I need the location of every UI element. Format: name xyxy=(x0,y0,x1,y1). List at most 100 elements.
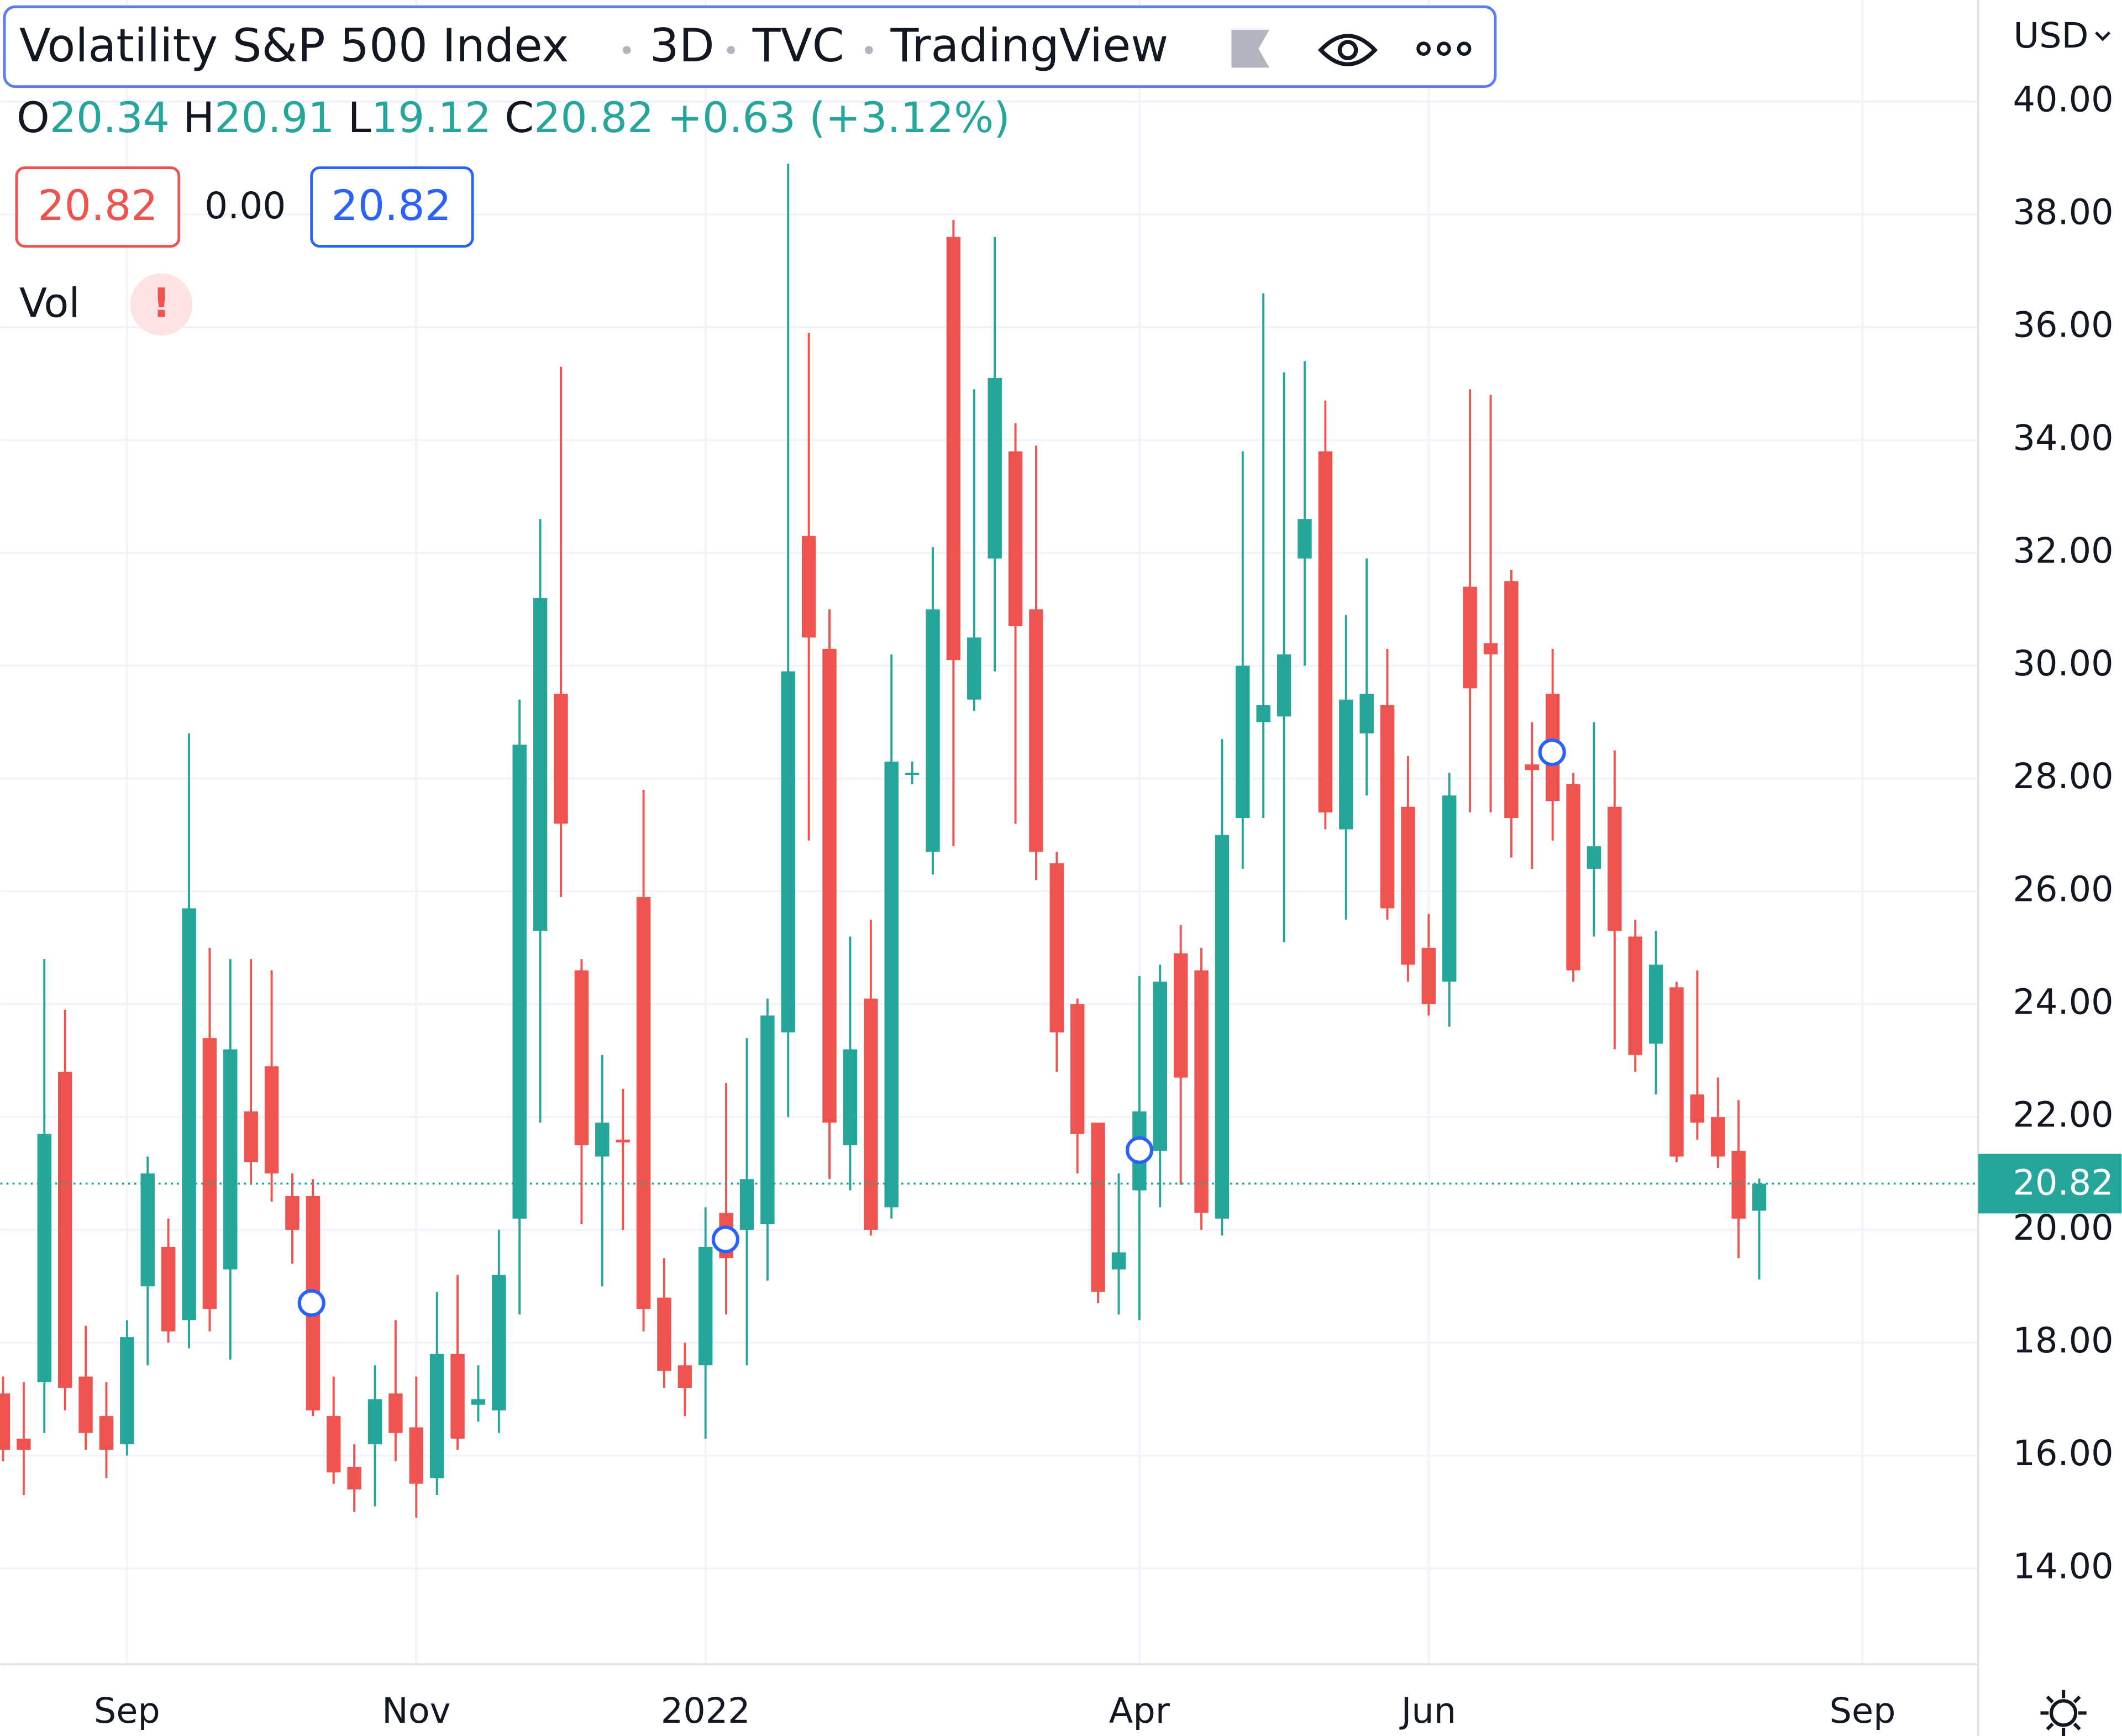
spread: 0.00 xyxy=(204,185,286,227)
y-tick-label: 18.00 xyxy=(2013,1320,2113,1361)
buy-price: 20.82 xyxy=(332,181,451,230)
candle-body xyxy=(1359,694,1374,733)
symbol-box[interactable] xyxy=(3,5,1497,88)
last-price-label: 20.82 xyxy=(2013,1163,2113,1204)
candle-body xyxy=(698,1246,713,1366)
candle-body xyxy=(554,694,568,824)
last-price-badge xyxy=(1978,1153,2122,1214)
candle-body xyxy=(1731,1151,1746,1219)
candle-body xyxy=(1566,784,1580,971)
currency-caret[interactable] xyxy=(2095,32,2111,41)
currency[interactable]: USD xyxy=(2014,15,2089,56)
buy-box[interactable] xyxy=(310,166,474,248)
candle-body xyxy=(905,773,920,775)
candle-body xyxy=(574,970,589,1146)
candle-body xyxy=(1194,970,1209,1213)
candle-body xyxy=(512,744,527,1219)
y-tick-label: 38.00 xyxy=(2013,192,2113,233)
exchange: TVC xyxy=(752,19,844,72)
legend-value: 20.91 xyxy=(214,93,334,142)
more-icon[interactable] xyxy=(1416,41,1472,56)
y-tick-label: 24.00 xyxy=(2013,982,2113,1023)
event-marker[interactable] xyxy=(711,1225,739,1254)
legend-value: 20.82 xyxy=(534,93,654,142)
x-tick-label: Sep xyxy=(94,1691,160,1732)
candle-body xyxy=(822,648,837,1123)
candle-body xyxy=(161,1246,176,1331)
candle-body xyxy=(244,1111,258,1162)
candle-body xyxy=(57,1072,72,1388)
candle-body xyxy=(1711,1117,1725,1157)
candle-body xyxy=(801,536,816,638)
ohlc-legend: O20.34 H20.91 L19.12 C20.82 +0.63 (+3.12… xyxy=(17,93,1010,142)
candle-body xyxy=(37,1134,51,1382)
candle-body xyxy=(1111,1252,1126,1270)
y-tick-label: 22.00 xyxy=(2013,1095,2113,1136)
volume-label: Vol xyxy=(19,280,80,327)
candle-body xyxy=(1587,846,1601,869)
candle-body xyxy=(1648,964,1663,1044)
x-tick-label: Apr xyxy=(1109,1691,1170,1732)
candle-body xyxy=(1318,451,1333,812)
candle-body xyxy=(1504,581,1519,819)
event-marker[interactable] xyxy=(1538,738,1566,767)
y-tick-label: 32.00 xyxy=(2013,531,2113,571)
candle-body xyxy=(264,1066,279,1174)
candle-body xyxy=(1008,451,1023,627)
y-tick-label: 28.00 xyxy=(2013,756,2113,797)
candle-body xyxy=(182,908,196,1320)
candle-body xyxy=(0,1393,10,1450)
event-marker[interactable] xyxy=(1125,1136,1154,1165)
candle-body xyxy=(843,1049,858,1146)
candle-body xyxy=(1442,795,1457,982)
candle-body xyxy=(471,1399,486,1405)
candle-body xyxy=(864,998,878,1230)
legend-label: L xyxy=(348,93,371,142)
candle-body xyxy=(1256,705,1270,722)
flag-icon[interactable] xyxy=(1231,29,1270,68)
plot xyxy=(0,164,1978,1518)
candle-body xyxy=(988,377,1002,559)
x-tick-label: Nov xyxy=(382,1691,450,1732)
candle-body xyxy=(967,637,981,700)
candle-body xyxy=(492,1275,506,1410)
candle-body xyxy=(781,671,795,1032)
settings-icon[interactable] xyxy=(2040,1690,2087,1736)
candle-body xyxy=(1277,654,1291,717)
separator xyxy=(727,46,735,54)
candle-body xyxy=(1690,1094,1705,1123)
candle-body xyxy=(1669,987,1684,1157)
candle-body xyxy=(327,1416,341,1473)
candle-body xyxy=(1173,953,1188,1078)
warning-mark: ! xyxy=(152,280,171,327)
legend-change: +0.63 (+3.12%) xyxy=(667,93,1010,142)
symbol-title: Volatility S&P 500 Index xyxy=(19,19,569,72)
eye-icon[interactable] xyxy=(1317,34,1378,66)
candle-body xyxy=(1091,1123,1105,1292)
sell-box[interactable] xyxy=(15,166,181,248)
candle-body xyxy=(1483,643,1498,655)
candle-body xyxy=(739,1179,754,1230)
y-tick-label: 14.00 xyxy=(2013,1546,2113,1587)
candle-body xyxy=(285,1196,300,1230)
candle-body xyxy=(1153,982,1167,1151)
y-tick-label: 26.00 xyxy=(2013,869,2113,910)
candle-body xyxy=(1215,835,1230,1219)
candle-body xyxy=(140,1173,155,1287)
candle-body xyxy=(1401,806,1415,965)
event-marker[interactable] xyxy=(297,1289,325,1317)
symbol-header[interactable]: Volatility S&P 500 Index 3D TVC TradingV… xyxy=(3,5,1497,88)
volume-warning[interactable] xyxy=(130,273,193,336)
candle-body xyxy=(202,1038,217,1309)
legend-label: H xyxy=(183,93,214,142)
candle-body xyxy=(1628,936,1642,1055)
separator xyxy=(622,46,631,54)
candle-body xyxy=(1380,705,1395,909)
x-tick-label: Jun xyxy=(1399,1691,1456,1732)
y-tick-label: 36.00 xyxy=(2013,305,2113,346)
candle-body xyxy=(1070,1004,1085,1134)
candle-body xyxy=(1608,806,1622,931)
candle-body xyxy=(429,1354,444,1478)
legend-label: O xyxy=(17,93,50,142)
candle-body xyxy=(388,1393,403,1433)
